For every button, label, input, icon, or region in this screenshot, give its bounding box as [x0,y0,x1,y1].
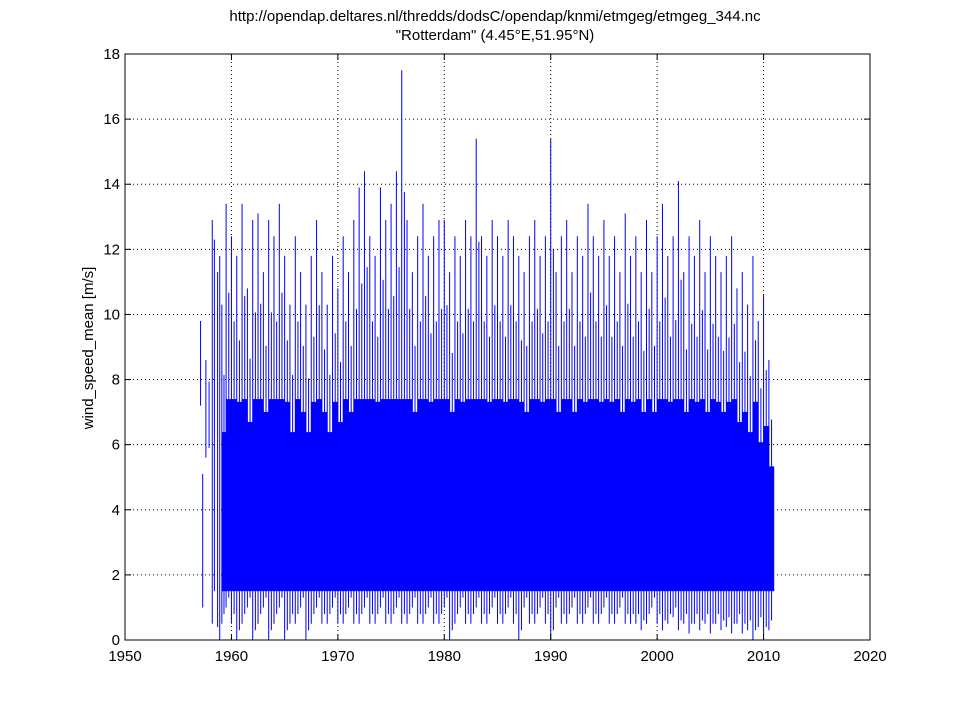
chart-title: http://opendap.deltares.nl/thredds/dodsC… [229,8,761,25]
x-tick-label: 2010 [747,648,780,665]
chart-subtitle: "Rotterdam" (4.45°E,51.95°N) [396,27,595,44]
x-tick-label: 1960 [215,648,248,665]
axes-ticks: 1950 1960 1970 1980 1990 2000 2010 2020 0 2 4 6 8 10 1… [103,46,886,665]
y-tick-label: 16 [103,111,120,128]
x-tick-label: 2020 [853,648,886,665]
y-tick-label: 4 [112,502,120,519]
data-series [200,70,775,640]
y-tick-label: 0 [112,632,120,649]
x-tick-label: 1970 [321,648,354,665]
y-tick-label: 12 [103,241,120,258]
y-tick-label: 18 [103,46,120,63]
y-tick-label: 14 [103,176,120,193]
x-tick-label: 1990 [534,648,567,665]
x-tick-label: 1980 [428,648,461,665]
y-axis-label: wind_speed_mean [m/s] [80,267,97,431]
x-tick-label: 1950 [108,648,141,665]
y-tick-label: 2 [112,567,120,584]
y-tick-label: 6 [112,437,120,454]
y-tick-label: 8 [112,372,120,389]
plot-frame [124,53,871,641]
y-tick-label: 10 [103,306,120,323]
x-tick-label: 2000 [640,648,673,665]
